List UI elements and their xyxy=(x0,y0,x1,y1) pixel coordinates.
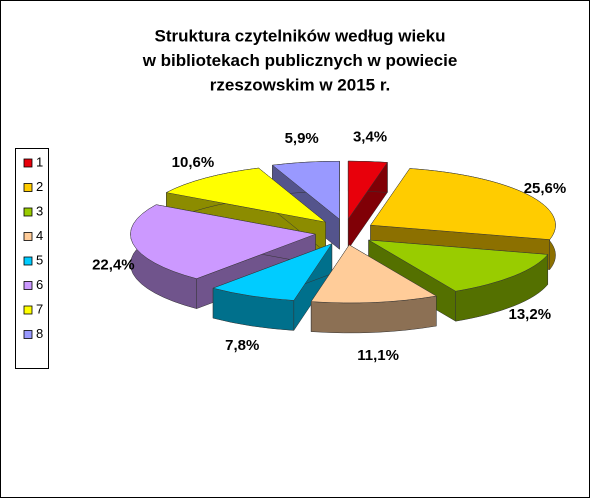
pie xyxy=(130,160,556,334)
slice xyxy=(271,160,340,220)
data-label: 10,6% xyxy=(172,154,215,171)
slice xyxy=(368,239,549,292)
slice xyxy=(347,160,388,220)
legend-label: 2 xyxy=(36,179,43,194)
legend-label: 3 xyxy=(36,203,43,218)
data-label: 7,8% xyxy=(225,337,259,354)
data-label: 22,4% xyxy=(92,257,135,274)
slice xyxy=(347,160,388,250)
legend-swatch xyxy=(23,158,33,168)
chart-title: rzeszowskim w 2015 r. xyxy=(210,75,391,94)
slice xyxy=(212,243,333,301)
slice xyxy=(165,167,326,223)
slice xyxy=(370,168,556,240)
legend-label: 8 xyxy=(36,326,43,341)
legend-swatch xyxy=(23,232,33,241)
legend-swatch xyxy=(23,256,33,266)
data-label: 3,4% xyxy=(353,129,387,146)
data-label: 25,6% xyxy=(524,180,567,197)
legend-swatch xyxy=(23,330,33,339)
legend-swatch xyxy=(23,305,33,315)
slice xyxy=(310,244,438,304)
slice xyxy=(130,204,317,279)
legend-label: 1 xyxy=(36,154,43,169)
legend-label: 6 xyxy=(36,277,43,292)
slice xyxy=(212,242,333,332)
legend-label: 5 xyxy=(36,252,43,267)
legend-swatch xyxy=(23,207,33,217)
legend-swatch xyxy=(23,281,33,290)
legend-label: 7 xyxy=(36,301,43,316)
legend-swatch xyxy=(23,183,33,192)
slice xyxy=(310,244,438,334)
chart-title: Struktura czytelników według wieku xyxy=(155,26,446,45)
chart-title: w bibliotekach publicznych w powiecie xyxy=(142,51,458,70)
data-label: 5,9% xyxy=(285,130,319,147)
data-label: 11,1% xyxy=(357,347,399,364)
legend-label: 4 xyxy=(36,228,43,243)
slice xyxy=(368,239,549,322)
data-label: 13,2% xyxy=(509,306,552,323)
